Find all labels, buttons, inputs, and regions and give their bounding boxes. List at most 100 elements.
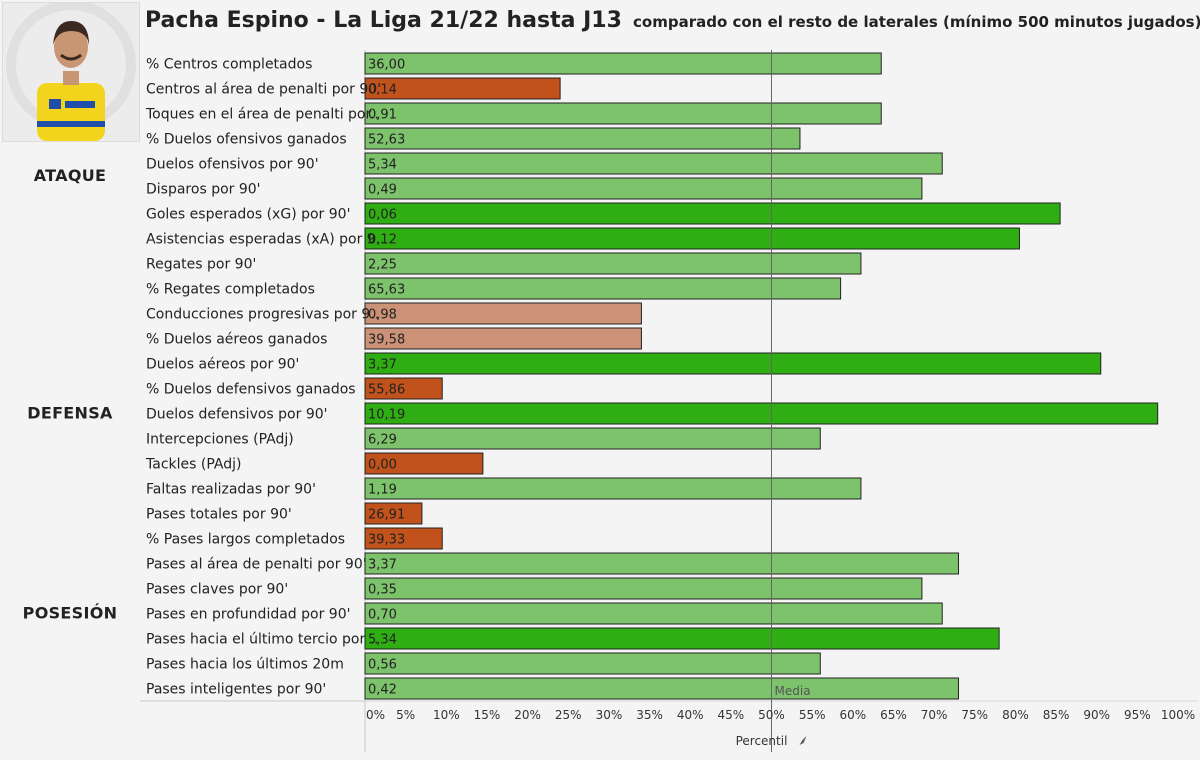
x-tick-label: 85%	[1043, 708, 1070, 722]
value-label: 0,91	[368, 108, 397, 123]
bar	[364, 427, 821, 450]
value-label: 0,49	[368, 183, 397, 198]
bar	[364, 277, 842, 300]
row-label: Goles esperados (xG) por 90'	[146, 207, 350, 223]
row-label: Pases al área de penalti por 90'	[146, 557, 367, 573]
value-label: 0,00	[368, 458, 397, 473]
bar	[364, 552, 959, 575]
value-label: 0,35	[368, 583, 397, 598]
value-label: 6,29	[368, 433, 397, 448]
row-label: Conducciones progresivas por 9..	[146, 307, 379, 323]
bar	[364, 527, 443, 550]
row-label: Asistencias esperadas (xA) por 9..	[146, 232, 385, 248]
group-label: DEFENSA	[27, 404, 113, 423]
bar	[364, 452, 484, 475]
bar	[364, 602, 943, 625]
group-label: ATAQUE	[34, 166, 107, 185]
value-label: 26,91	[368, 508, 405, 523]
row-label: % Regates completados	[146, 282, 315, 298]
value-label: 39,33	[368, 533, 405, 548]
bar	[364, 52, 882, 75]
row-label: % Pases largos completados	[146, 532, 345, 548]
value-label: 5,34	[368, 158, 397, 173]
x-tick-label: 25%	[555, 708, 582, 722]
row-label: Pases inteligentes por 90'	[146, 682, 326, 698]
bar	[364, 152, 943, 175]
value-label: 65,63	[368, 283, 405, 298]
value-label: 0,12	[368, 233, 397, 248]
x-tick-label: 70%	[921, 708, 948, 722]
reference-line-label: Media	[775, 684, 811, 698]
x-tick-label: 35%	[636, 708, 663, 722]
row-label: Faltas realizadas por 90'	[146, 482, 316, 498]
title-row: Pacha Espino - La Liga 21/22 hasta J13 c…	[145, 8, 1200, 33]
group-label: POSESIÓN	[23, 604, 118, 623]
value-label: 3,37	[368, 558, 397, 573]
row-label: Centros al área de penalti por 90'	[146, 82, 381, 98]
value-label: 0,06	[368, 208, 397, 223]
x-tick-label: 10%	[433, 708, 460, 722]
bar	[364, 377, 443, 400]
row-label: Pases hacia el último tercio por ..	[146, 632, 379, 648]
value-label: 3,37	[368, 358, 397, 373]
bar	[364, 302, 642, 325]
player-photo	[2, 2, 140, 142]
value-label: 1,19	[368, 483, 397, 498]
x-tick-label: 50%	[758, 708, 785, 722]
row-label: % Duelos ofensivos ganados	[146, 132, 347, 148]
x-axis-title: Percentil	[736, 734, 788, 748]
bar	[364, 77, 561, 100]
x-tick-label: 95%	[1124, 708, 1151, 722]
bar	[364, 402, 1159, 425]
value-label: 36,00	[368, 58, 405, 73]
value-label: 52,63	[368, 133, 405, 148]
value-label: 2,25	[368, 258, 397, 273]
x-tick-label: 75%	[961, 708, 988, 722]
x-tick-label: 0%	[366, 708, 385, 722]
bar	[364, 627, 1000, 650]
bar	[364, 127, 801, 150]
pin-icon	[799, 736, 807, 745]
x-tick-label: 65%	[880, 708, 907, 722]
x-tick-label: 45%	[718, 708, 745, 722]
value-label: 0,98	[368, 308, 397, 323]
row-label: Duelos aéreos por 90'	[146, 357, 299, 373]
bar	[364, 252, 862, 275]
bar	[364, 227, 1020, 250]
row-label: Pases claves por 90'	[146, 582, 288, 598]
x-tick-label: 20%	[514, 708, 541, 722]
row-label: Pases hacia los últimos 20m	[146, 657, 344, 673]
row-label: % Duelos defensivos ganados	[146, 382, 356, 398]
x-tick-label: 55%	[799, 708, 826, 722]
x-tick-label: 5%	[396, 708, 415, 722]
row-label: Regates por 90'	[146, 257, 256, 273]
x-tick-label: 40%	[677, 708, 704, 722]
row-label: Tackles (PAdj)	[145, 457, 241, 473]
value-label: 5,34	[368, 633, 397, 648]
x-tick-label: 15%	[474, 708, 501, 722]
row-label: % Duelos aéreos ganados	[146, 332, 327, 348]
player-avatar-icon	[6, 3, 136, 141]
value-label: 0,42	[368, 683, 397, 698]
bar	[364, 502, 423, 525]
x-tick-label: 80%	[1002, 708, 1029, 722]
value-label: 55,86	[368, 383, 405, 398]
value-label: 39,58	[368, 333, 405, 348]
bar	[364, 652, 821, 675]
row-label: Toques en el área de penalti por..	[145, 107, 379, 123]
bar	[364, 102, 882, 125]
value-label: 0,70	[368, 608, 397, 623]
bar	[364, 202, 1061, 225]
row-label: Disparos por 90'	[146, 182, 261, 198]
x-tick-label: 90%	[1083, 708, 1110, 722]
x-tick-label: 30%	[596, 708, 623, 722]
row-label: Intercepciones (PAdj)	[146, 432, 294, 448]
bar	[364, 177, 923, 200]
bar	[364, 577, 923, 600]
row-label: Pases totales por 90'	[146, 507, 292, 523]
row-label: Duelos ofensivos por 90'	[146, 157, 319, 173]
bar	[364, 327, 642, 350]
row-label: Duelos defensivos por 90'	[146, 407, 327, 423]
chart-title: Pacha Espino - La Liga 21/22 hasta J13	[145, 8, 622, 33]
